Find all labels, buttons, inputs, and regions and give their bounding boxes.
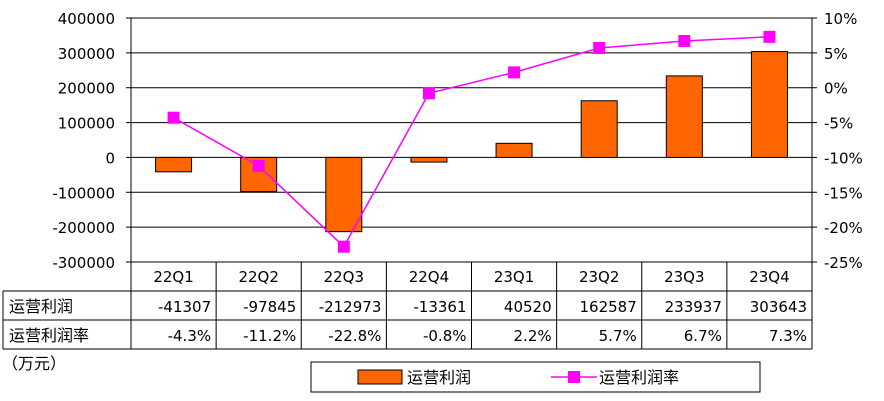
table-cell-profit: 303643 [750,298,807,316]
table-cell-margin: 7.3% [769,327,807,345]
right-axis-tick-label: 5% [824,45,848,63]
marker-operating-margin [508,66,521,79]
bar-operating-profit [240,156,278,193]
category-label: 23Q3 [664,268,704,286]
table-cell-margin: 6.7% [684,327,722,345]
legend: 运营利润 运营利润率 [310,361,761,393]
category-label: 23Q1 [494,268,534,286]
legend-swatch-marker [568,371,580,383]
marker-operating-margin [593,41,606,54]
right-axis-tick-label: 10% [824,10,857,28]
marker-operating-margin [678,35,691,48]
category-label: 22Q1 [153,268,193,286]
bar-operating-profit [325,156,363,233]
left-axis-tick-label: 100000 [58,115,115,133]
right-axis-tick-label: 0% [824,80,848,98]
bar-operating-profit [155,156,193,173]
marker-operating-margin [167,111,180,124]
table-cell-margin: 5.7% [599,327,637,345]
left-axis-tick-label: -100000 [52,184,115,202]
category-label: 23Q2 [579,268,619,286]
right-axis-tick-label: -5% [824,115,853,133]
table-cell-profit: -41307 [158,298,211,316]
bar-layer [155,51,788,233]
right-axis-tick-label: -20% [824,219,863,237]
left-axis-tick-label: 300000 [58,45,115,63]
table-cell-margin: -0.8% [423,327,467,345]
right-axis-tick-label: -15% [824,184,863,202]
table-cell-margin: -22.8% [328,327,381,345]
bar-operating-profit [410,156,448,163]
legend-label-profit: 运营利润 [407,368,471,387]
table-cell-margin: -11.2% [243,327,296,345]
legend-label-margin: 运营利润率 [599,368,679,387]
category-label: 22Q2 [238,268,278,286]
bar-operating-profit [665,75,703,158]
data-table: 22Q1 22Q2 22Q3 22Q4 23Q1 23Q2 23Q3 23Q4 运营利润运营利润… [2,261,813,350]
bar-operating-profit [750,51,788,158]
right-axis-tick-label: -10% [824,149,863,167]
grid-layer [131,52,812,228]
bar-operating-profit [495,142,533,158]
marker-operating-margin [252,159,265,172]
left-axis-tick-label: 200000 [58,80,115,98]
table-cell-profit: 40520 [504,298,552,316]
left-axis-tick-label: -300000 [52,254,115,272]
marker-operating-margin [337,240,350,253]
table-cell-profit: -97845 [243,298,296,316]
legend-swatch-bar [357,369,403,385]
line-operating-margin [173,36,770,248]
category-label: 23Q4 [749,268,789,286]
left-axis-tick-label: 0 [105,149,115,167]
table-cell-profit: 162587 [579,298,636,316]
table-cell-margin: 2.2% [514,327,552,345]
table-cell-margin: -4.3% [168,327,212,345]
unit-label: （万元） [2,354,66,373]
left-axis-tick-label: -200000 [52,219,115,237]
category-label: 22Q3 [324,268,364,286]
right-axis-tick-label: -25% [824,254,863,272]
bar-operating-profit [580,100,618,158]
left-axis-tick-label: 400000 [58,10,115,28]
table-cell-profit: 233937 [665,298,722,316]
marker-operating-margin [763,30,776,43]
line-layer [167,30,776,253]
marker-operating-margin [422,87,435,100]
table-cell-profit: -212973 [319,298,382,316]
table-row-header-margin: 运营利润率 [9,326,89,345]
table-row-header-profit: 运营利润 [9,297,73,316]
axis-layer: 400000 300000 200000 100000 0 -100000 -200000 -… [52,10,862,272]
category-label: 22Q4 [409,268,449,286]
table-cell-profit: -13361 [413,298,466,316]
